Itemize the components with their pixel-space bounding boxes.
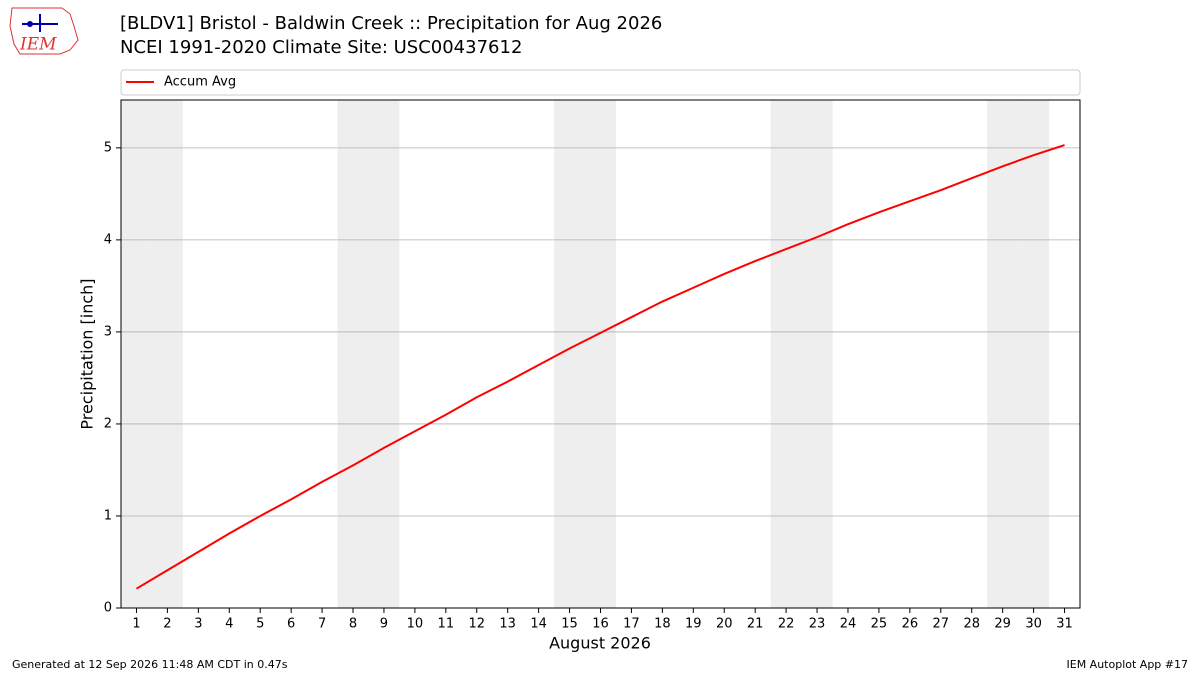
x-axis-label: August 2026: [549, 634, 651, 653]
x-tick-label: 17: [623, 617, 640, 632]
x-tick-label: 22: [778, 617, 795, 632]
weekend-band: [121, 100, 152, 608]
x-tick-label: 29: [994, 617, 1011, 632]
y-tick-label: 0: [104, 601, 112, 616]
logo: IEM: [9, 7, 79, 55]
x-tick-label: 27: [933, 617, 950, 632]
weekend-band: [337, 100, 369, 608]
y-tick-label: 2: [104, 416, 112, 431]
weekend-band: [801, 100, 833, 608]
x-tick-label: 26: [902, 617, 919, 632]
data-line: [135, 144, 1065, 590]
x-tick-label: 24: [840, 617, 857, 632]
x-tick-label: 11: [438, 617, 455, 632]
x-tick-label: 4: [225, 617, 233, 632]
chart-subtitle: NCEI 1991-2020 Climate Site: USC00437612: [120, 37, 522, 58]
x-tick-label: 30: [1025, 617, 1042, 632]
logo-text: IEM: [19, 35, 57, 55]
chart-title: [BLDV1] Bristol - Baldwin Creek :: Preci…: [120, 13, 662, 34]
x-tick-label: 21: [747, 617, 764, 632]
x-tick-label: 2: [163, 617, 171, 632]
plot-frame: [120, 99, 1081, 609]
x-tick-label: 15: [561, 617, 578, 632]
y-tick-label: 3: [104, 324, 112, 339]
weekend-band: [151, 100, 183, 608]
weekend-band: [1018, 100, 1050, 608]
y-tick-label: 4: [104, 232, 112, 247]
x-tick-label: 7: [318, 617, 326, 632]
weekend-band: [585, 100, 616, 608]
weekend-band: [368, 100, 400, 608]
x-tick-label: 1: [132, 617, 140, 632]
weekend-band: [987, 100, 1019, 608]
legend-box: [120, 69, 1081, 96]
x-tick-label: 20: [716, 617, 733, 632]
x-tick-label: 13: [499, 617, 516, 632]
x-tick-label: 3: [194, 617, 202, 632]
footer-right: IEM Autoplot App #17: [1067, 658, 1189, 671]
x-tick-label: 19: [685, 617, 702, 632]
x-tick-label: 25: [871, 617, 888, 632]
x-tick-label: 9: [380, 617, 388, 632]
x-tick-label: 12: [468, 617, 485, 632]
weekend-band: [770, 100, 802, 608]
x-tick-label: 6: [287, 617, 295, 632]
x-tick-label: 28: [963, 617, 980, 632]
x-tick-label: 16: [592, 617, 609, 632]
x-tick-label: 5: [256, 617, 264, 632]
x-tick-label: 18: [654, 617, 671, 632]
x-tick-label: 31: [1056, 617, 1073, 632]
x-tick-label: 23: [809, 617, 826, 632]
x-tick-label: 10: [407, 617, 424, 632]
y-tick-label: 1: [104, 508, 112, 523]
x-tick-label: 14: [530, 617, 547, 632]
y-tick-label: 5: [104, 140, 112, 155]
y-axis-label: Precipitation [inch]: [78, 278, 97, 429]
legend-label: Accum Avg: [164, 75, 236, 90]
x-tick-label: 8: [349, 617, 357, 632]
footer-left: Generated at 12 Sep 2026 11:48 AM CDT in…: [12, 658, 288, 671]
